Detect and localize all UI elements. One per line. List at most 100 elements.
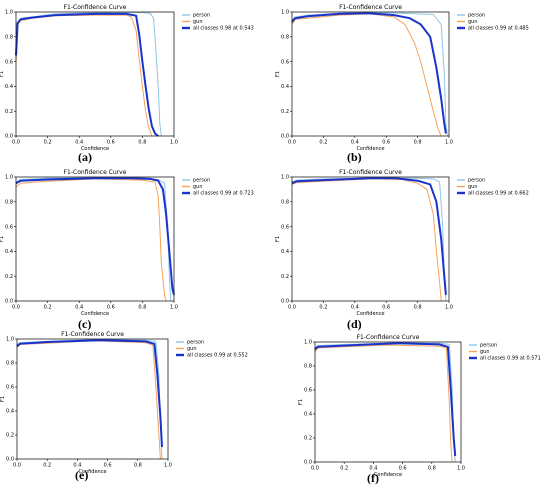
y-axis-label: F1 — [298, 399, 304, 405]
x-tick-label: 1.0 — [445, 305, 453, 311]
series-line-all — [15, 177, 175, 296]
legend-entry: person — [468, 178, 485, 184]
y-tick-label: 1.0 — [304, 340, 312, 346]
y-tick-label: 0.6 — [6, 385, 14, 391]
panel-label-e: (e) — [75, 468, 89, 482]
y-axis-label: F1 — [275, 71, 281, 77]
x-tick-label: 0.0 — [311, 466, 319, 472]
y-tick-label: 0.0 — [281, 134, 289, 140]
plot-frame — [15, 11, 175, 137]
panel-label-a: (a) — [78, 150, 92, 164]
y-tick-label: 1.0 — [281, 175, 289, 181]
y-tick-label: 0.6 — [281, 59, 289, 65]
y-tick-label: 0.4 — [6, 409, 14, 415]
y-axis-label: F1 — [275, 236, 281, 242]
panel-label-c: (c) — [78, 317, 92, 331]
series-line-person — [16, 339, 163, 460]
y-tick-label: 0.8 — [304, 364, 312, 370]
legend-entry: all classes 0.99 at 0.571 — [480, 356, 541, 362]
x-tick-label: 0.4 — [351, 140, 359, 146]
y-tick-label: 0.6 — [5, 59, 13, 65]
x-tick-label: 1.0 — [164, 463, 172, 469]
x-tick-label: 0.0 — [288, 140, 296, 146]
y-tick-label: 0.0 — [5, 134, 13, 140]
x-tick-label: 0.0 — [12, 305, 20, 311]
series-line-gun — [314, 344, 453, 463]
series-line-gun — [15, 14, 153, 137]
x-axis-label: Confidence — [81, 311, 109, 317]
x-axis-label: Confidence — [374, 472, 402, 478]
x-tick-label: 0.2 — [319, 305, 327, 311]
y-axis-label: F1 — [0, 71, 5, 77]
legend-entry: person — [187, 340, 204, 346]
panel-b: F1-Confidence Curve 0.0 0.2 0.4 0.6 0.8 1.0 0.0… — [275, 0, 550, 166]
y-tick-label: 0.4 — [5, 84, 13, 90]
x-tick-label: 0.8 — [138, 140, 146, 146]
legend-entry: gun — [193, 19, 203, 25]
y-tick-label: 0.2 — [5, 109, 13, 115]
x-tick-label: 1.0 — [170, 140, 178, 146]
x-tick-label: 0.2 — [44, 140, 52, 146]
chart-title: F1-Confidence Curve — [339, 169, 402, 176]
panel-label-f: (f) — [367, 471, 379, 485]
x-tick-label: 0.8 — [414, 305, 422, 311]
series-line-all — [314, 342, 457, 457]
y-tick-label: 0.0 — [5, 299, 13, 305]
series-line-gun — [291, 178, 442, 302]
plot-frame — [16, 338, 169, 460]
panel-e: F1-Confidence Curve 0.0 0.2 0.4 0.6 0.8 1.0 0.0… — [0, 331, 275, 486]
panel-label-d: (d) — [347, 317, 362, 331]
x-tick-label: 0.4 — [351, 305, 359, 311]
legend-entry: person — [468, 13, 485, 19]
panel-c: F1-Confidence Curve 0.0 0.2 0.4 0.6 0.8 1.0 0.0… — [0, 166, 275, 332]
panel-f: F1-Confidence Curve 0.0 0.2 0.4 0.6 0.8 1.0 0.0… — [275, 332, 550, 486]
y-tick-label: 0.8 — [281, 200, 289, 206]
x-axis-label: Confidence — [356, 146, 384, 152]
chart-title: F1-Confidence Curve — [357, 334, 420, 341]
panel-d: F1-Confidence Curve 0.0 0.2 0.4 0.6 0.8 1.0 0.0… — [275, 166, 550, 332]
x-tick-label: 1.0 — [445, 140, 453, 146]
x-tick-label: 0.0 — [12, 140, 20, 146]
y-tick-label: 0.6 — [5, 224, 13, 230]
chart-c: F1-Confidence Curve 0.0 0.2 0.4 0.6 0.8 1.0 0.0… — [0, 169, 254, 317]
series-line-all — [291, 177, 447, 295]
plot-frame — [291, 176, 450, 302]
x-tick-label: 0.8 — [138, 305, 146, 311]
x-tick-label: 0.2 — [43, 463, 51, 469]
y-tick-label: 0.2 — [6, 433, 14, 439]
legend-entry: all classes 0.99 at 0.552 — [187, 353, 248, 359]
x-tick-label: 1.0 — [170, 305, 178, 311]
series-line-all — [16, 339, 163, 448]
y-tick-label: 0.4 — [304, 412, 312, 418]
chart-b: F1-Confidence Curve 0.0 0.2 0.4 0.6 0.8 1.0 0.0… — [275, 4, 529, 152]
legend-entry: person — [193, 13, 210, 19]
y-tick-label: 0.2 — [5, 274, 13, 280]
chart-a: F1-Confidence Curve 0.0 0.2 0.4 0.6 0.8 1.0 0.0… — [0, 4, 254, 152]
y-tick-label: 0.2 — [281, 274, 289, 280]
y-tick-label: 0.2 — [304, 436, 312, 442]
y-axis-label: F1 — [0, 236, 5, 242]
legend-entry: all classes 0.98 at 0.543 — [193, 26, 254, 32]
y-tick-label: 0.8 — [5, 35, 13, 41]
series-line-person — [314, 342, 456, 463]
series-line-person — [15, 12, 162, 137]
y-tick-label: 1.0 — [5, 10, 13, 16]
series-line-gun — [15, 178, 167, 302]
series-line-gun — [16, 340, 161, 460]
x-tick-label: 0.8 — [428, 466, 436, 472]
series-line-person — [15, 177, 172, 302]
series-line-all — [291, 12, 447, 134]
x-tick-label: 0.6 — [382, 140, 390, 146]
y-tick-label: 0.0 — [6, 457, 14, 463]
chart-title: F1-Confidence Curve — [339, 4, 402, 11]
y-tick-label: 0.4 — [281, 84, 289, 90]
panel-label-b: (b) — [347, 150, 362, 164]
y-tick-label: 0.4 — [281, 249, 289, 255]
x-tick-label: 0.4 — [75, 140, 83, 146]
legend-entry: person — [480, 343, 497, 349]
x-tick-label: 0.4 — [75, 305, 83, 311]
